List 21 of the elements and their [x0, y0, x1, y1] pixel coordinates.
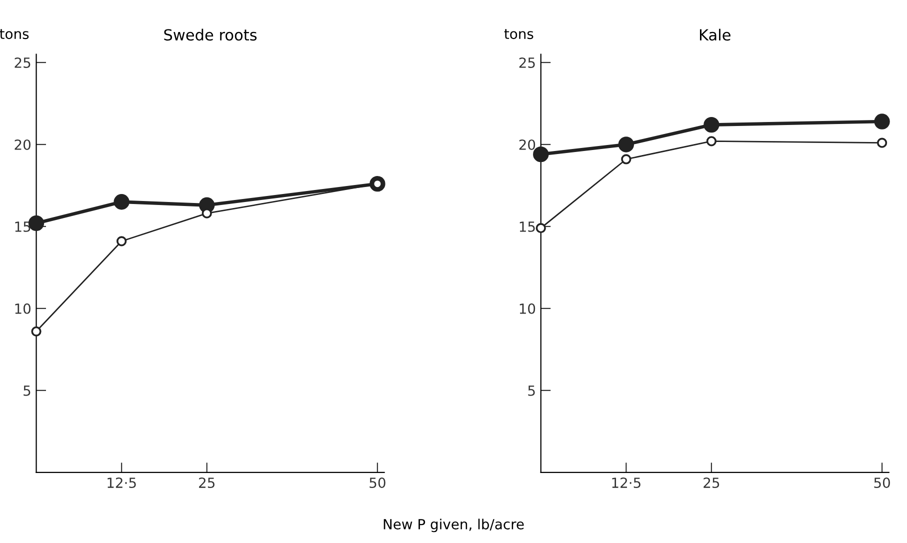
y-tick-label: 5	[24, 386, 30, 396]
y-tick-label: 5	[528, 386, 535, 396]
chart-title: Kale	[700, 28, 730, 41]
x-tick-label: 25	[704, 478, 720, 488]
y-tick-label: 15	[15, 222, 30, 232]
y-axis-title: tons	[504, 29, 534, 40]
y-tick-label: 25	[519, 57, 535, 68]
y-tick-label: 15	[520, 222, 535, 232]
y-tick-label: 20	[519, 139, 536, 150]
y-tick-label: 20	[14, 139, 30, 150]
x-tick-label: 50	[874, 478, 890, 488]
x-tick-label: 12·5	[108, 478, 136, 488]
y-tick-label: 10	[520, 303, 536, 314]
y-tick-label: 10	[15, 303, 30, 314]
x-axis-title: New P given, lb/acre	[384, 518, 524, 532]
y-axis-title: tons	[0, 29, 29, 40]
x-tick-label: 50	[370, 478, 386, 488]
y-tick-label: 25	[14, 57, 30, 68]
chart-title: Swede roots	[164, 28, 257, 41]
x-tick-label: 25	[199, 478, 214, 488]
x-tick-label: 12·5	[612, 478, 640, 488]
